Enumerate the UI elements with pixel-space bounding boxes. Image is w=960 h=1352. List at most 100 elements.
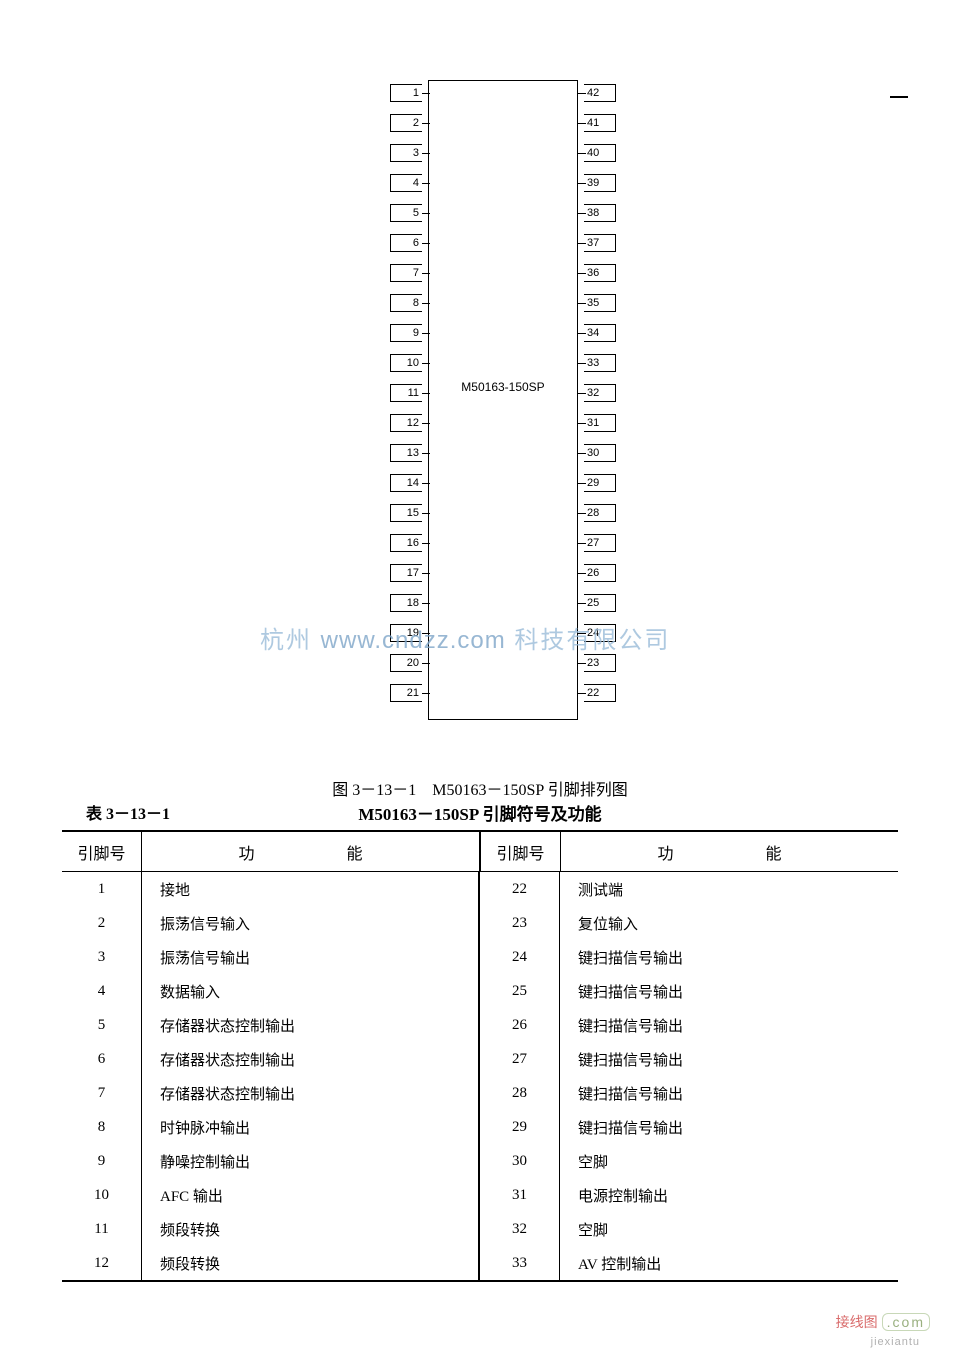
pin-34: 34 bbox=[584, 324, 616, 342]
pin-31: 31 bbox=[584, 414, 616, 432]
cell-pin: 27 bbox=[480, 1042, 560, 1076]
cell-pin: 23 bbox=[480, 906, 560, 940]
cell-func: 频段转换 bbox=[142, 1246, 478, 1280]
cell-func: 复位输入 bbox=[560, 906, 898, 940]
pin-lead bbox=[422, 633, 430, 634]
chip-label: M50163-150SP bbox=[428, 380, 578, 394]
pinout-diagram: M50163-150SP 123456789101112131415161718… bbox=[378, 80, 628, 720]
table-row: 10AFC 输出 bbox=[62, 1178, 478, 1212]
table-header: 引脚号 功 能 引脚号 功 能 bbox=[62, 832, 898, 872]
pin-30: 30 bbox=[584, 444, 616, 462]
cell-func: 时钟脉冲输出 bbox=[142, 1110, 478, 1144]
table-row: 4数据输入 bbox=[62, 974, 478, 1008]
pin-lead bbox=[422, 333, 430, 334]
pin-23: 23 bbox=[584, 654, 616, 672]
cell-pin: 24 bbox=[480, 940, 560, 974]
pin-lead bbox=[578, 603, 586, 604]
pin-lead bbox=[422, 693, 430, 694]
footer-cn: 接线图 bbox=[836, 1316, 878, 1331]
cell-pin: 1 bbox=[62, 872, 142, 906]
pin-lead bbox=[422, 513, 430, 514]
cell-pin: 30 bbox=[480, 1144, 560, 1178]
pin-19: 19 bbox=[390, 624, 422, 642]
cell-pin: 25 bbox=[480, 974, 560, 1008]
cell-pin: 29 bbox=[480, 1110, 560, 1144]
cell-func: 键扫描信号输出 bbox=[560, 974, 898, 1008]
table-row: 25键扫描信号输出 bbox=[480, 974, 898, 1008]
cell-func: 振荡信号输入 bbox=[142, 906, 478, 940]
cell-func: 数据输入 bbox=[142, 974, 478, 1008]
pin-lead bbox=[422, 363, 430, 364]
cell-func: 键扫描信号输出 bbox=[560, 1076, 898, 1110]
pin-4: 4 bbox=[390, 174, 422, 192]
pin-lead bbox=[422, 123, 430, 124]
pin-lead bbox=[422, 483, 430, 484]
cell-func: 存储器状态控制输出 bbox=[142, 1008, 478, 1042]
table-row: 28键扫描信号输出 bbox=[480, 1076, 898, 1110]
pin-lead bbox=[578, 333, 586, 334]
pin-lead bbox=[578, 693, 586, 694]
table-row: 24键扫描信号输出 bbox=[480, 940, 898, 974]
table-row: 7存储器状态控制输出 bbox=[62, 1076, 478, 1110]
stray-dash bbox=[890, 96, 908, 98]
pin-9: 9 bbox=[390, 324, 422, 342]
pin-5: 5 bbox=[390, 204, 422, 222]
table-row: 5存储器状态控制输出 bbox=[62, 1008, 478, 1042]
table-row: 27键扫描信号输出 bbox=[480, 1042, 898, 1076]
pin-41: 41 bbox=[584, 114, 616, 132]
pin-3: 3 bbox=[390, 144, 422, 162]
table-row: 31电源控制输出 bbox=[480, 1178, 898, 1212]
pin-lead bbox=[422, 153, 430, 154]
pin-lead bbox=[578, 663, 586, 664]
table-row: 8时钟脉冲输出 bbox=[62, 1110, 478, 1144]
pin-lead bbox=[578, 243, 586, 244]
pin-lead bbox=[578, 213, 586, 214]
cell-pin: 22 bbox=[480, 872, 560, 906]
table-row: 12频段转换 bbox=[62, 1246, 478, 1280]
pin-40: 40 bbox=[584, 144, 616, 162]
th-pin-left: 引脚号 bbox=[62, 832, 142, 871]
pin-33: 33 bbox=[584, 354, 616, 372]
pin-12: 12 bbox=[390, 414, 422, 432]
pin-lead bbox=[422, 663, 430, 664]
table-row: 3振荡信号输出 bbox=[62, 940, 478, 974]
footer-sub: jiexiantu bbox=[871, 1336, 920, 1348]
pin-lead bbox=[422, 423, 430, 424]
table-row: 2振荡信号输入 bbox=[62, 906, 478, 940]
table-row: 6存储器状态控制输出 bbox=[62, 1042, 478, 1076]
pin-11: 11 bbox=[390, 384, 422, 402]
page: M50163-150SP 123456789101112131415161718… bbox=[0, 0, 960, 1352]
th-func-left: 功 能 bbox=[142, 832, 481, 871]
pin-lead bbox=[578, 153, 586, 154]
pin-26: 26 bbox=[584, 564, 616, 582]
pin-lead bbox=[422, 453, 430, 454]
pin-18: 18 bbox=[390, 594, 422, 612]
pin-22: 22 bbox=[584, 684, 616, 702]
pin-1: 1 bbox=[390, 84, 422, 102]
pin-lead bbox=[422, 303, 430, 304]
table-row: 33AV 控制输出 bbox=[480, 1246, 898, 1280]
cell-pin: 31 bbox=[480, 1178, 560, 1212]
table-row: 11频段转换 bbox=[62, 1212, 478, 1246]
cell-pin: 33 bbox=[480, 1246, 560, 1280]
table-row: 22测试端 bbox=[480, 872, 898, 906]
pin-function-table: 引脚号 功 能 引脚号 功 能 1接地2振荡信号输入3振荡信号输出4数据输入5存… bbox=[62, 830, 898, 1282]
pin-42: 42 bbox=[584, 84, 616, 102]
pin-lead bbox=[578, 453, 586, 454]
pin-24: 24 bbox=[584, 624, 616, 642]
pin-6: 6 bbox=[390, 234, 422, 252]
cell-pin: 3 bbox=[62, 940, 142, 974]
pin-21: 21 bbox=[390, 684, 422, 702]
pin-lead bbox=[422, 93, 430, 94]
cell-pin: 2 bbox=[62, 906, 142, 940]
cell-pin: 4 bbox=[62, 974, 142, 1008]
pin-15: 15 bbox=[390, 504, 422, 522]
cell-func: 振荡信号输出 bbox=[142, 940, 478, 974]
table-row: 9静噪控制输出 bbox=[62, 1144, 478, 1178]
pin-lead bbox=[422, 243, 430, 244]
pin-2: 2 bbox=[390, 114, 422, 132]
cell-pin: 10 bbox=[62, 1178, 142, 1212]
pin-lead bbox=[578, 513, 586, 514]
cell-func: 频段转换 bbox=[142, 1212, 478, 1246]
pin-16: 16 bbox=[390, 534, 422, 552]
